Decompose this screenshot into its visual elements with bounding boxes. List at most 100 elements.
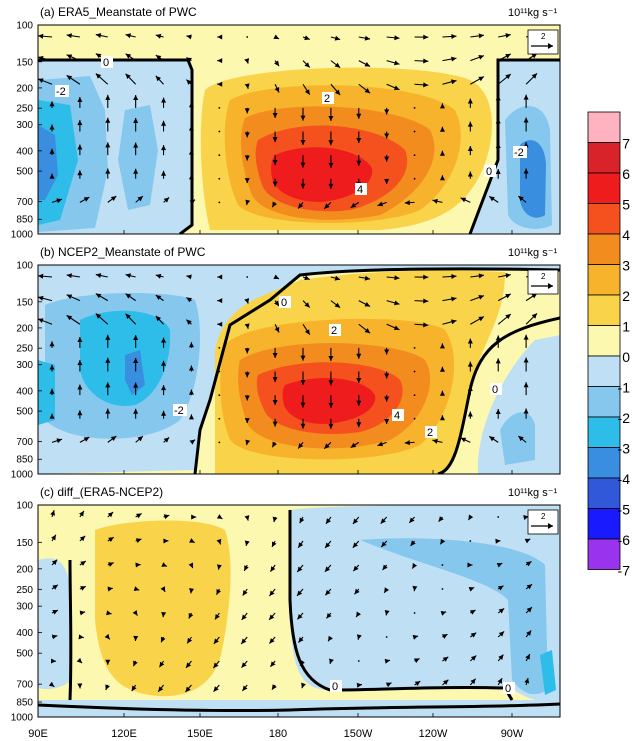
colorbar-swatch xyxy=(587,538,621,570)
panel-c-reference-vector: 2 xyxy=(527,509,559,535)
colorbar-label: -3 xyxy=(618,441,631,457)
panel-a-title: (a) ERA5_Meanstate of PWC xyxy=(40,5,197,19)
panel-c-units: 10¹¹kg s⁻¹ xyxy=(508,487,558,499)
x-tick-label: 150E xyxy=(187,728,213,740)
colorbar-label: 4 xyxy=(622,227,630,243)
colorbar-swatch xyxy=(587,111,621,143)
y-tick-label: 300 xyxy=(16,120,33,131)
y-tick-label: 700 xyxy=(16,680,33,691)
panel-b: (b) NCEP2_Meanstate of PWC 10¹¹kg s⁻¹ xyxy=(37,245,561,475)
panel-c-east-negative-core xyxy=(360,538,548,695)
panel-b-reference-vector: 2 xyxy=(527,269,559,295)
svg-text:2: 2 xyxy=(541,32,546,41)
colorbar-label: -4 xyxy=(618,471,631,487)
colorbar-swatch xyxy=(587,508,621,540)
contour-label: -2 xyxy=(174,405,184,417)
y-tick-label: 250 xyxy=(16,344,33,355)
panel-b-positive-core xyxy=(282,377,376,424)
x-tick-label: 120E xyxy=(111,728,137,740)
x-axis-labels: 90E 120E 150E 180 150W 120W 90W xyxy=(28,230,524,740)
colorbar-label: -1 xyxy=(618,380,631,396)
colorbar-swatch xyxy=(587,355,621,387)
contour-label: -2 xyxy=(514,147,524,159)
panel-c-positive-region xyxy=(95,520,231,697)
panel-c-zero-contour-bottom xyxy=(38,702,560,713)
contour-label: -2 xyxy=(56,86,66,98)
x-tick-label: 150W xyxy=(344,728,373,740)
colorbar: 7 6 5 4 3 2 1 0 -1 -2 -3 -4 -5 -6 -7 xyxy=(587,111,631,579)
y-tick-label: 1000 xyxy=(11,230,34,241)
panel-c-arrows xyxy=(48,510,533,693)
colorbar-swatch xyxy=(587,294,621,326)
panel-b-zero-contour xyxy=(193,267,560,474)
y-tick-label: 1000 xyxy=(11,470,34,481)
y-tick-label: 400 xyxy=(16,386,33,397)
panel-c-contour-labels: 0 0 xyxy=(330,680,515,695)
colorbar-swatch xyxy=(587,142,621,174)
colorbar-label: 1 xyxy=(622,319,630,335)
colorbar-label: -7 xyxy=(618,563,631,579)
panel-c-frame xyxy=(37,504,561,718)
y-tick-label: 700 xyxy=(16,197,33,208)
panel-b-east-negative-core xyxy=(500,412,535,465)
colorbar-label: -5 xyxy=(618,502,631,518)
panel-b-title: (b) NCEP2_Meanstate of PWC xyxy=(40,245,206,259)
panel-a-arrows xyxy=(38,33,538,210)
colorbar-label: 0 xyxy=(622,349,630,365)
colorbar-label: -6 xyxy=(618,532,631,548)
panel-a-contour-labels: 0 2 4 -2 0 -2 xyxy=(55,56,527,196)
y-tick-label: 200 xyxy=(16,564,33,575)
panel-c-field xyxy=(38,505,560,717)
panel-b-west-negative-edge xyxy=(38,360,55,425)
svg-text:2: 2 xyxy=(541,272,546,281)
y-tick-label: 100 xyxy=(16,21,33,32)
y-tick-label: 500 xyxy=(16,407,33,418)
colorbar-label: -2 xyxy=(618,410,631,426)
y-tick-label: 300 xyxy=(16,360,33,371)
colorbar-label: 2 xyxy=(622,288,630,304)
colorbar-swatch xyxy=(587,203,621,235)
colorbar-swatch xyxy=(587,477,621,509)
panel-a-west-negative-core xyxy=(38,125,58,200)
x-tick-label: 90E xyxy=(28,728,48,740)
colorbar-swatch xyxy=(587,325,621,357)
colorbar-label: 3 xyxy=(622,258,630,274)
panel-b-field xyxy=(38,265,560,474)
contour-label: 0 xyxy=(486,166,492,178)
panel-a-zero-contour xyxy=(38,58,194,234)
panel-b-units: 10¹¹kg s⁻¹ xyxy=(508,247,558,259)
y-tick-label: 700 xyxy=(16,437,33,448)
y-tick-label: 850 xyxy=(16,698,33,709)
panel-b-east-negative-region xyxy=(478,335,560,474)
y-tick-label: 300 xyxy=(16,602,33,613)
y-tick-label: 500 xyxy=(16,649,33,660)
panel-a-frame xyxy=(37,24,561,235)
contour-label: 4 xyxy=(394,410,400,422)
x-tick-label: 180 xyxy=(269,728,287,740)
y-tick-label: 850 xyxy=(16,215,33,226)
colorbar-swatch xyxy=(587,416,621,448)
panel-b-west-negative-core xyxy=(125,350,145,395)
contour-label: 2 xyxy=(331,325,337,337)
svg-text:2: 2 xyxy=(541,512,546,521)
colorbar-label: 7 xyxy=(622,136,630,152)
y-tick-label: 400 xyxy=(16,628,33,639)
panel-b-arrows xyxy=(38,273,538,450)
contour-label: 0 xyxy=(492,384,498,396)
panel-a: (a) ERA5_Meanstate of PWC 10¹¹kg s⁻¹ xyxy=(37,5,561,235)
contour-label: 0 xyxy=(505,683,511,695)
panel-a-east-negative-core xyxy=(520,140,546,218)
y-tick-label: 200 xyxy=(16,83,33,94)
panel-a-field xyxy=(38,25,560,234)
y-axis-labels: 100 150 200 250 300 400 500 700 850 1000 100 150 200… xyxy=(11,21,42,724)
panel-c: (c) diff_(ERA5-NCEP2) 10¹¹kg s⁻¹ 2 0 0 xyxy=(37,485,561,718)
contour-label: 4 xyxy=(357,184,363,196)
y-tick-label: 150 xyxy=(16,297,33,308)
panel-a-units: 10¹¹kg s⁻¹ xyxy=(508,7,558,19)
colorbar-swatch xyxy=(587,447,621,479)
panel-c-title: (c) diff_(ERA5-NCEP2) xyxy=(40,485,163,499)
panel-a-west-negative-region-4 xyxy=(118,105,158,210)
contour-label: 0 xyxy=(281,297,287,309)
colorbar-swatch xyxy=(587,386,621,418)
x-tick-label: 90W xyxy=(501,728,524,740)
